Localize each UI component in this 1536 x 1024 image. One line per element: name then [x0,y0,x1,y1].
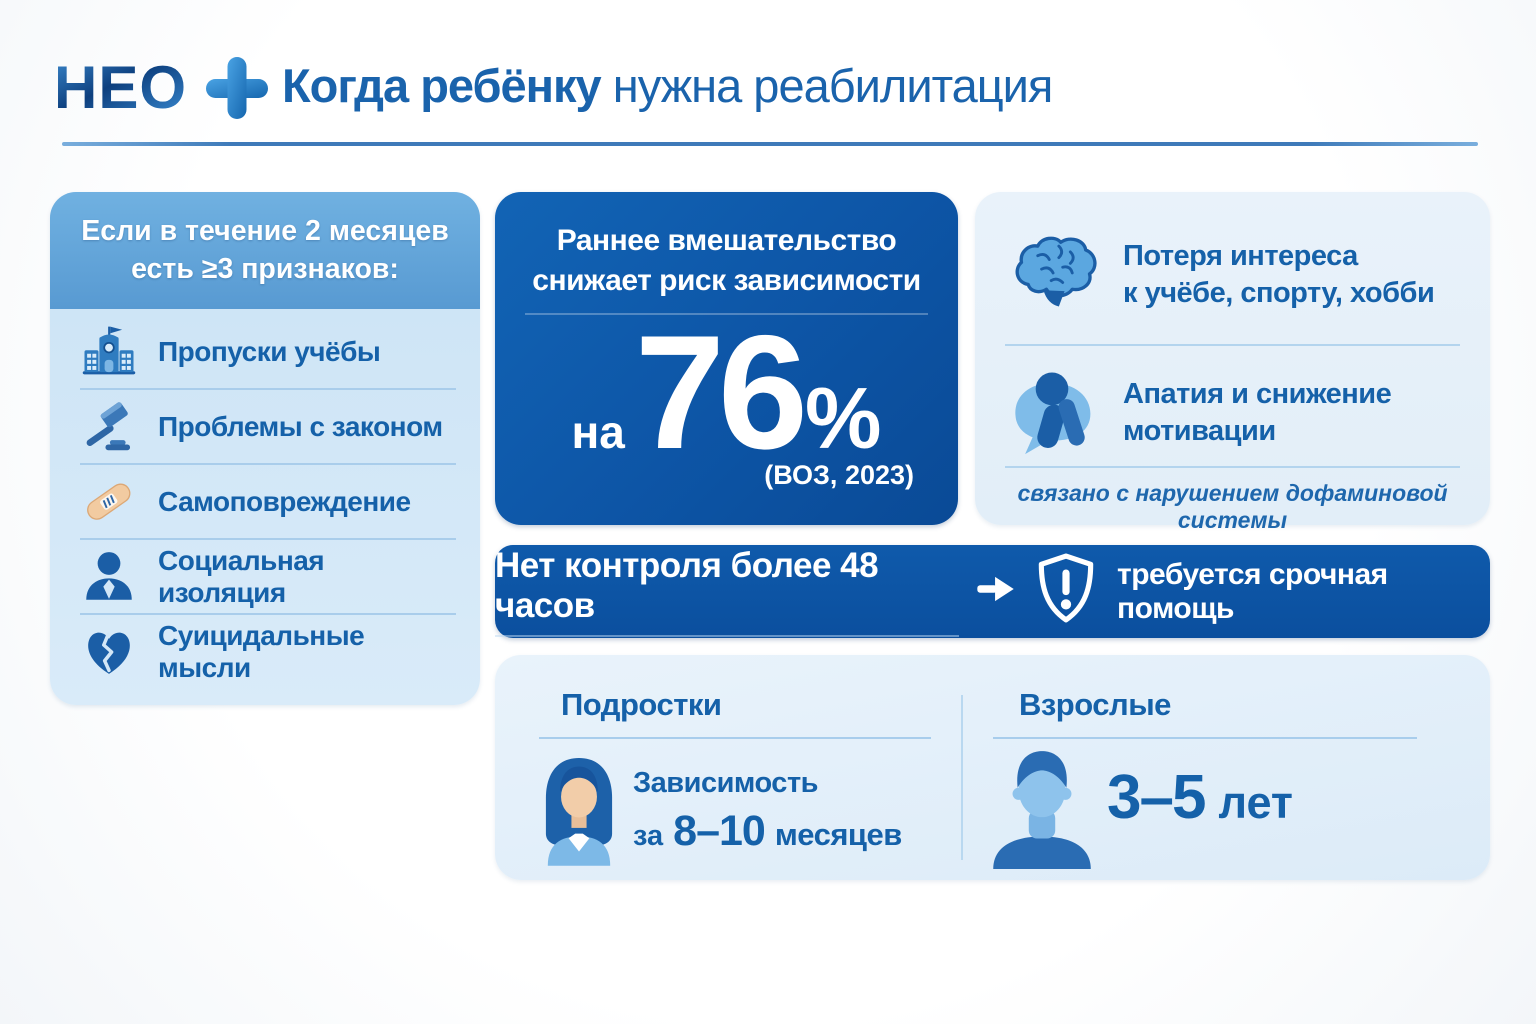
neo-plus-logo: НЕО [54,52,276,127]
signs-heading-line2: есть ≥3 признаков: [131,252,399,285]
sign-item-selfharm: Самоповреждение [80,465,456,540]
stat-title-line1: Раннее вмешательство [556,224,897,257]
symptom-label-line2: к учёбе, спорту, хобби [1123,276,1435,309]
apathy-icon [1003,362,1101,463]
broken-heart-icon [80,624,138,680]
page-title-bold: Когда ребёнку [282,59,602,112]
teens-underline [539,737,931,739]
gavel-icon [80,399,138,455]
bandage-icon [80,474,138,530]
adults-title: Взрослые [1019,687,1171,722]
teens-title: Подростки [561,687,722,722]
symptom-item-interest-loss: Потеря интереса к учёбе, спорту, хобби [1009,232,1435,317]
symptom-label-line1: Потеря интереса [1123,239,1358,272]
school-icon [80,324,138,380]
signs-panel-heading: Если в течение 2 месяцев есть ≥3 признак… [50,192,480,309]
teens-unit: месяцев [774,817,902,852]
stat-value-row: на 76 % [495,312,958,474]
timeline-vertical-divider [961,695,963,860]
stat-value: 76 [634,302,808,483]
stat-source: (ВОЗ, 2023) [764,460,914,490]
adults-underline [993,737,1417,739]
symptoms-divider [1005,466,1460,468]
signs-panel: Если в течение 2 месяцев есть ≥3 признак… [50,192,480,705]
stat-percent-sign: % [805,371,882,467]
teens-line2: за 8–10 месяцев [633,807,902,856]
teens-range: 8–10 [673,807,766,855]
page-title-rest: нужна реабилитация [612,59,1054,112]
teens-line1: Зависимость [633,767,818,799]
logo-text: НЕО [54,54,187,121]
alert-result: требуется срочная помощь [1117,557,1388,625]
stat-title: Раннее вмешательство снижает риск зависи… [495,192,958,301]
symptoms-divider [1005,344,1460,346]
symptom-label-line1: Апатия и снижение [1123,377,1392,410]
teens-text: Зависимость за 8–10 месяцев [633,767,902,856]
sign-label: Социальная изоляция [158,544,325,608]
stat-title-line2: снижает риск зависимости [532,264,921,297]
sign-item-law: Проблемы с законом [80,390,456,465]
sign-label: Пропуски учёбы [158,335,381,367]
adults-text: 3–5 лет [1107,767,1293,829]
sign-item-isolation: Социальная изоляция [80,540,456,615]
person-icon [80,549,138,605]
sign-label: Самоповреждение [158,485,411,517]
teen-girl-avatar [527,751,631,872]
page-title: Когда ребёнку нужна реабилитация [282,58,1054,113]
plus-icon [206,57,268,119]
header-divider [62,142,1478,146]
sign-label: Суицидальные мысли [158,619,365,683]
signs-heading-line1: Если в течение 2 месяцев [81,214,449,247]
sign-label: Проблемы с законом [158,410,443,442]
brain-icon [1009,232,1101,317]
timeline-panel: Подростки Зависимость за 8–10 месяцев Вз… [495,655,1490,880]
adult-man-avatar [981,743,1103,874]
teens-prefix: за [633,820,664,852]
sign-item-suicidal: Суицидальные мысли [80,615,456,688]
symptoms-panel: Потеря интереса к учёбе, спорту, хобби А… [975,192,1490,533]
symptom-label: Апатия и снижение мотивации [1123,376,1392,450]
alert-condition: Нет контроля более 48 часов [495,546,960,637]
sign-item-school: Пропуски учёбы [80,315,456,390]
stat-card: Раннее вмешательство снижает риск зависи… [495,192,958,525]
stat-prefix: на [571,406,625,458]
signs-list: Пропуски учёбы Проблемы с законом [50,309,480,688]
logo-graphic: НЕО [54,54,268,121]
adults-range: 3–5 [1107,763,1206,832]
symptom-label: Потеря интереса к учёбе, спорту, хобби [1123,238,1435,312]
alert-banner: Нет контроля более 48 часов требуется ср… [495,545,1490,638]
stat-divider [525,313,928,315]
shield-alert-icon [1033,552,1099,631]
symptoms-footnote: связано с нарушением дофаминовой системы [1017,480,1448,533]
arrow-right-icon [977,575,1015,608]
adults-unit: лет [1218,777,1293,828]
symptom-label-line2: мотивации [1123,414,1276,447]
symptom-item-apathy: Апатия и снижение мотивации [1003,362,1392,463]
